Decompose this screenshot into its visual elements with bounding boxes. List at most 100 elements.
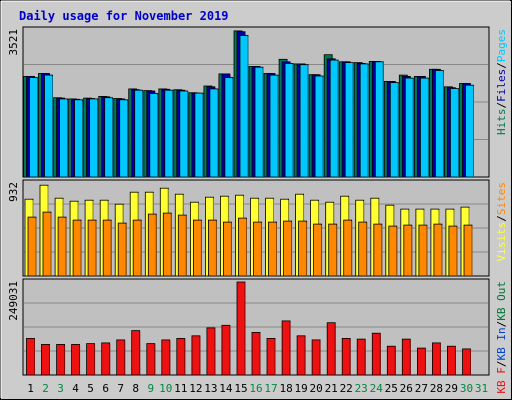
bar-pages xyxy=(254,66,264,178)
bar-kb_f xyxy=(266,337,276,376)
bar-pages xyxy=(344,62,354,178)
x-tick-label: 14 xyxy=(219,382,233,395)
legend-entry: KB F xyxy=(495,367,508,394)
x-tick-label: 30 xyxy=(460,382,473,395)
bar-kb_f xyxy=(462,348,471,376)
bar-sites xyxy=(87,219,97,277)
bar-pages xyxy=(224,77,234,178)
bar-sites xyxy=(328,223,338,277)
bar-sites xyxy=(358,221,368,277)
bar-kb_f xyxy=(281,320,291,376)
x-tick-label: 6 xyxy=(102,382,109,395)
bar-kb_f xyxy=(41,343,50,376)
bar-pages xyxy=(29,77,38,178)
bar-kb_f xyxy=(131,330,141,376)
bar-pages xyxy=(59,98,68,178)
x-tick-label: 5 xyxy=(87,382,94,395)
x-tick-label: 9 xyxy=(147,382,154,395)
bar-pages xyxy=(465,84,474,178)
bar-pages xyxy=(284,63,294,178)
legend-entry: Hits xyxy=(495,109,508,136)
bar-pages xyxy=(74,99,83,178)
bar-pages xyxy=(134,89,144,178)
bar-sites xyxy=(283,220,293,277)
bar-pages xyxy=(44,74,53,178)
x-tick-label: 21 xyxy=(325,382,338,395)
x-tick-label: 2 xyxy=(42,382,49,395)
bar-kb_f xyxy=(71,343,80,376)
bar-pages xyxy=(269,74,279,178)
bar-sites xyxy=(42,211,52,277)
bar-kb_f xyxy=(311,339,321,376)
bar-sites xyxy=(313,223,323,277)
bar-pages xyxy=(104,97,114,178)
x-tick-label: 25 xyxy=(385,382,398,395)
bar-kb_f xyxy=(326,322,336,376)
bar-sites xyxy=(448,225,458,277)
bar-sites xyxy=(268,221,277,277)
bar-kb_f xyxy=(56,343,65,376)
bar-pages xyxy=(209,88,219,178)
legend-entry: Visits xyxy=(495,222,508,262)
bar-kb_f xyxy=(116,339,126,376)
x-tick-label: 15 xyxy=(234,382,247,395)
bar-sites xyxy=(102,219,112,277)
legend-kbytes: KB F/KB In/KB Out xyxy=(495,281,508,394)
bar-pages xyxy=(404,77,414,178)
x-tick-label: 10 xyxy=(159,382,172,395)
x-tick-label: 29 xyxy=(445,382,458,395)
bar-kb_f xyxy=(401,338,411,376)
y-max-label: 249031 xyxy=(7,281,20,321)
legend-entry: / xyxy=(495,361,508,368)
bar-sites xyxy=(222,221,232,277)
bar-kb_f xyxy=(221,324,231,376)
bar-kb_f xyxy=(191,335,201,376)
x-tick-label: 12 xyxy=(189,382,202,395)
bar-sites xyxy=(162,212,172,277)
x-tick-label: 27 xyxy=(415,382,428,395)
bar-kb_f xyxy=(356,338,366,376)
bar-kb_f xyxy=(86,343,95,376)
bar-pages xyxy=(374,61,384,178)
x-tick-label: 31 xyxy=(475,382,488,395)
bar-kb_f xyxy=(446,345,456,376)
bar-kb_f xyxy=(176,337,186,376)
bar-sites xyxy=(117,222,127,277)
x-tick-label: 17 xyxy=(264,382,277,395)
legend-visits-sites: Visits/Sites xyxy=(495,182,508,262)
bar-sites xyxy=(27,216,37,277)
legend-entry: KB In xyxy=(495,327,508,360)
bar-sites xyxy=(463,224,473,277)
x-tick-label: 13 xyxy=(204,382,217,395)
bar-pages xyxy=(314,75,324,178)
bar-pages xyxy=(329,59,339,178)
legend-entry: KB Out xyxy=(495,281,508,321)
legend-entry: Files xyxy=(495,69,508,102)
chart-title: Daily usage for November 2019 xyxy=(19,9,229,23)
x-tick-label: 7 xyxy=(117,382,124,395)
bar-kb_f xyxy=(341,337,351,376)
bar-sites xyxy=(207,219,217,277)
bar-sites xyxy=(147,213,157,277)
legend-entry: / xyxy=(495,102,508,109)
bar-sites xyxy=(388,225,398,277)
x-tick-label: 18 xyxy=(279,382,292,395)
bar-sites xyxy=(418,224,428,277)
bar-pages xyxy=(434,70,444,178)
legend-entry: / xyxy=(495,215,508,222)
bar-kb_f xyxy=(371,332,381,376)
bar-kb_f xyxy=(386,345,396,376)
bar-pages xyxy=(119,99,129,178)
x-tick-label: 4 xyxy=(72,382,79,395)
x-tick-label: 20 xyxy=(309,382,322,395)
x-tick-label: 1 xyxy=(27,382,34,395)
y-max-label: 3521 xyxy=(7,29,20,56)
x-tick-label: 8 xyxy=(132,382,139,395)
bar-pages xyxy=(389,82,399,178)
bar-kb_f xyxy=(296,335,306,376)
bar-sites xyxy=(343,219,353,277)
x-tick-label: 22 xyxy=(340,382,353,395)
chart-panels: 3521Hits/Files/Pages932Visits/Sites24903… xyxy=(7,26,508,394)
